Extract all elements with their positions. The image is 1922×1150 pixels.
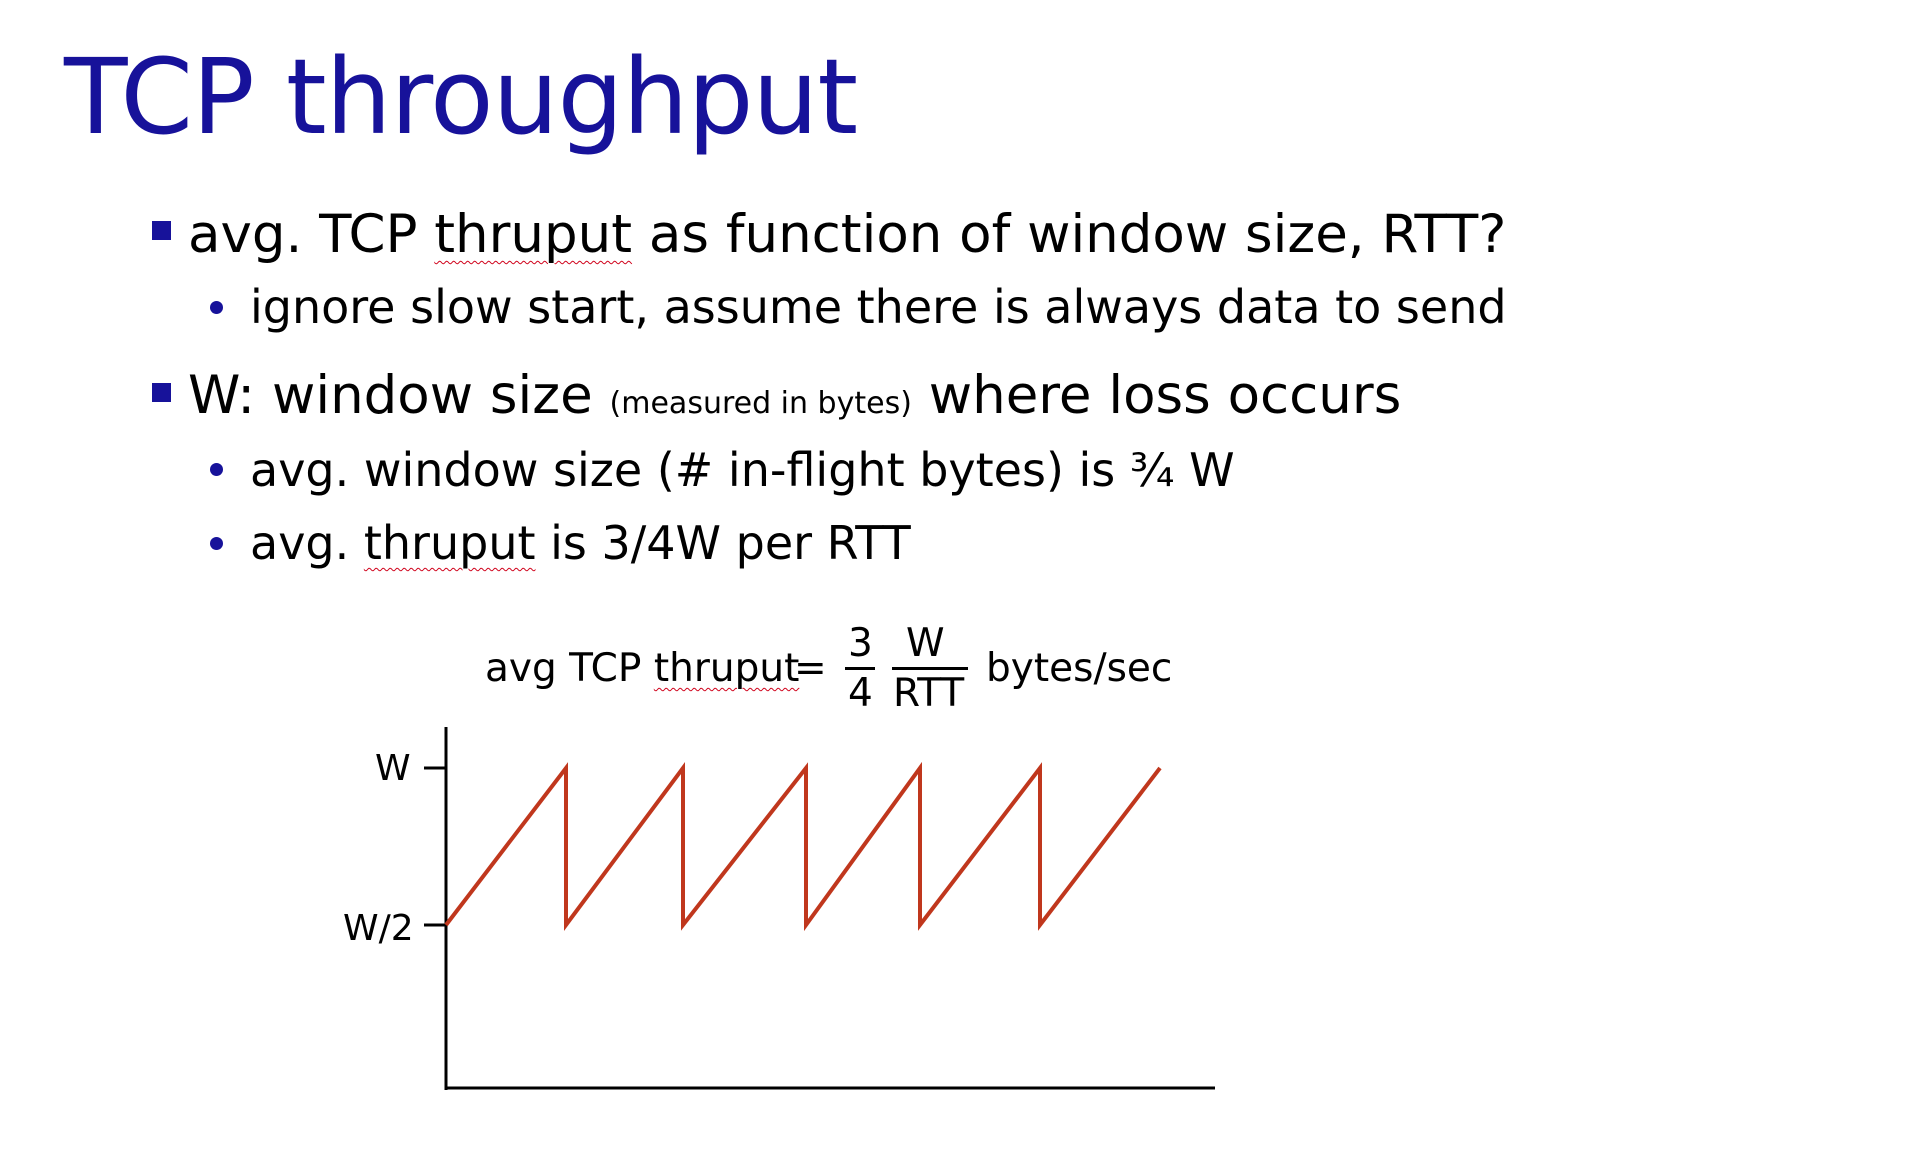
fraction-bar-2: [892, 667, 968, 670]
sub-bullet-3-part-a: avg.: [250, 516, 364, 570]
sub-bullet-3-part-b: is 3/4W per RTT: [535, 516, 911, 570]
sub-bullet-dot-2: [210, 463, 223, 476]
bullet-1-part-a: avg. TCP: [188, 204, 435, 265]
bullet-1-misspelled-word: thruput: [434, 204, 633, 265]
y-tick-label-w-half: W/2: [343, 908, 414, 949]
sub-bullet-3-text: avg. thruput is 3/4W per RTT: [250, 520, 911, 566]
sub-bullet-2-text: avg. window size (# in-flight bytes) is …: [250, 443, 1235, 497]
sub-bullet-1-text: ignore slow start, assume there is alway…: [250, 280, 1507, 334]
bullet-2-part-a: W: window size: [188, 365, 610, 426]
y-tick-label-w: W: [375, 748, 411, 789]
slide-title: TCP throughput: [64, 36, 858, 158]
formula-equals: =: [794, 646, 827, 691]
bullet-1-text: avg. TCP thruput as function of window s…: [188, 208, 1506, 261]
fraction-bar-1: [845, 667, 875, 670]
bullet-1-part-b: as function of window size, RTT?: [632, 204, 1507, 265]
formula-denominator-rtt: RTT: [893, 671, 965, 716]
sub-bullet-dot-1: [210, 301, 223, 314]
bullet-2-small-note: (measured in bytes): [609, 386, 912, 421]
formula-numerator-3: 3: [848, 621, 873, 666]
formula-denominator-4: 4: [848, 671, 873, 716]
sub-bullet-3-misspelled-word: thruput: [363, 516, 536, 570]
formula-lhs-text: avg TCP: [485, 646, 654, 691]
bullet-square-1: [152, 221, 171, 240]
bullet-2-part-b: where loss occurs: [911, 365, 1402, 426]
formula-lhs: avg TCP thruput: [485, 649, 799, 688]
bullet-square-2: [152, 383, 171, 402]
formula-numerator-w: W: [906, 621, 945, 666]
bullet-2-text: W: window size (measured in bytes) where…: [188, 369, 1401, 422]
sub-bullet-dot-3: [210, 537, 223, 550]
sawtooth-line-group: [444, 761, 1162, 932]
formula-unit: bytes/sec: [986, 646, 1173, 691]
sawtooth-window-line: [444, 761, 1162, 932]
formula-lhs-misspelled-word: thruput: [653, 646, 800, 691]
